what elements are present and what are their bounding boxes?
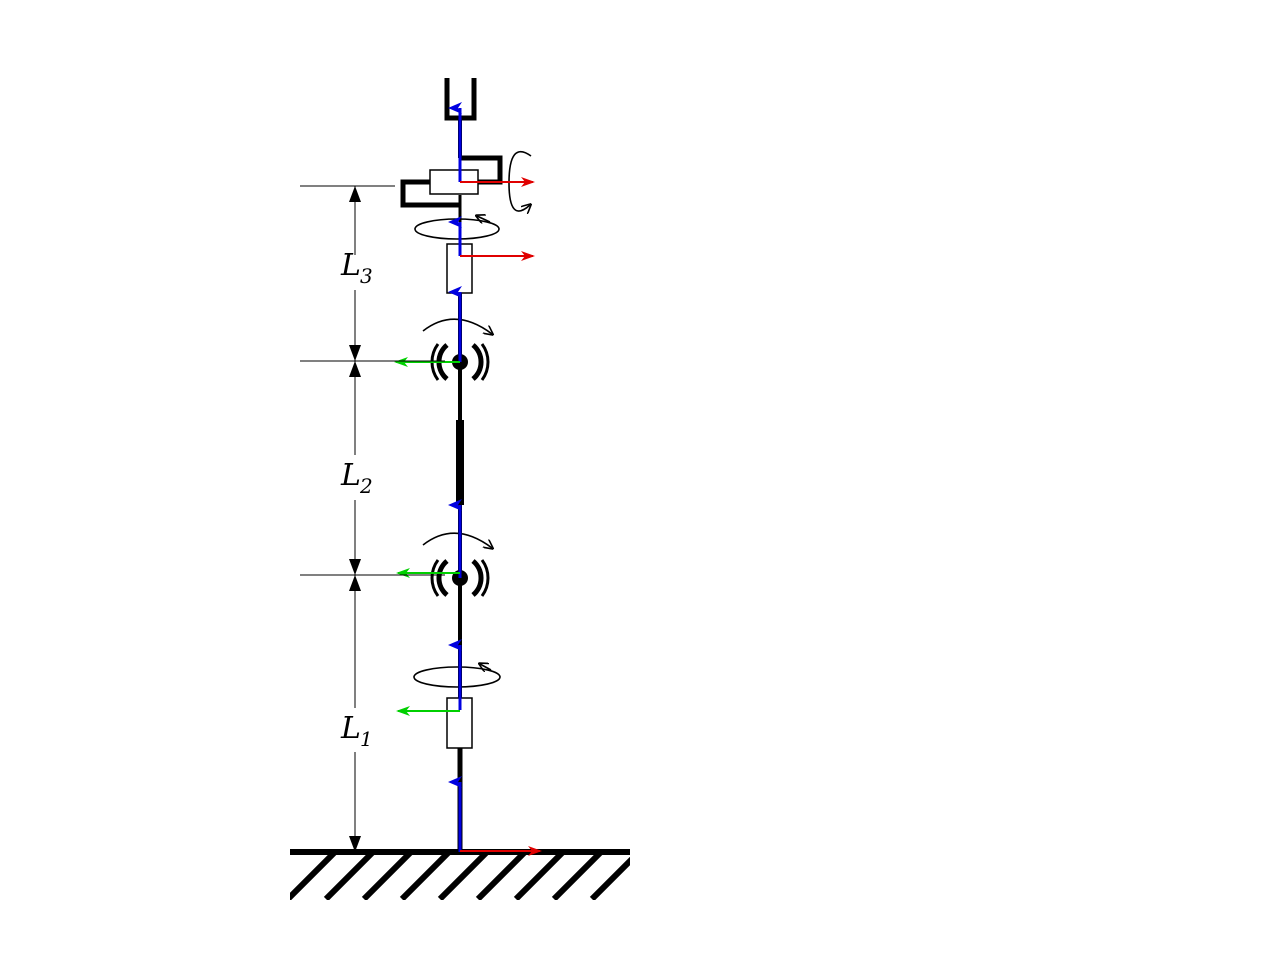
dimension-label-l3: L 3 [340,248,373,288]
dim-l2-subscript: 2 [359,474,373,498]
joint-4-prismatic [446,243,473,294]
dim-l2-symbol: L [340,458,361,493]
ground-base [290,849,630,900]
y-axes [394,357,460,716]
dimension-label-l2: L 2 [340,458,373,498]
wrist-joint [400,120,503,208]
dim-l1-subscript: 1 [360,727,373,751]
dimension-label-l1: L 1 [340,711,373,751]
dimension-arrowheads [349,186,361,852]
dim-l1-symbol: L [340,711,361,746]
dim-l3-subscript: 3 [360,264,373,288]
dim-l3-symbol: L [340,248,361,283]
x-axes [460,177,542,856]
rotation-indicators [413,150,531,688]
